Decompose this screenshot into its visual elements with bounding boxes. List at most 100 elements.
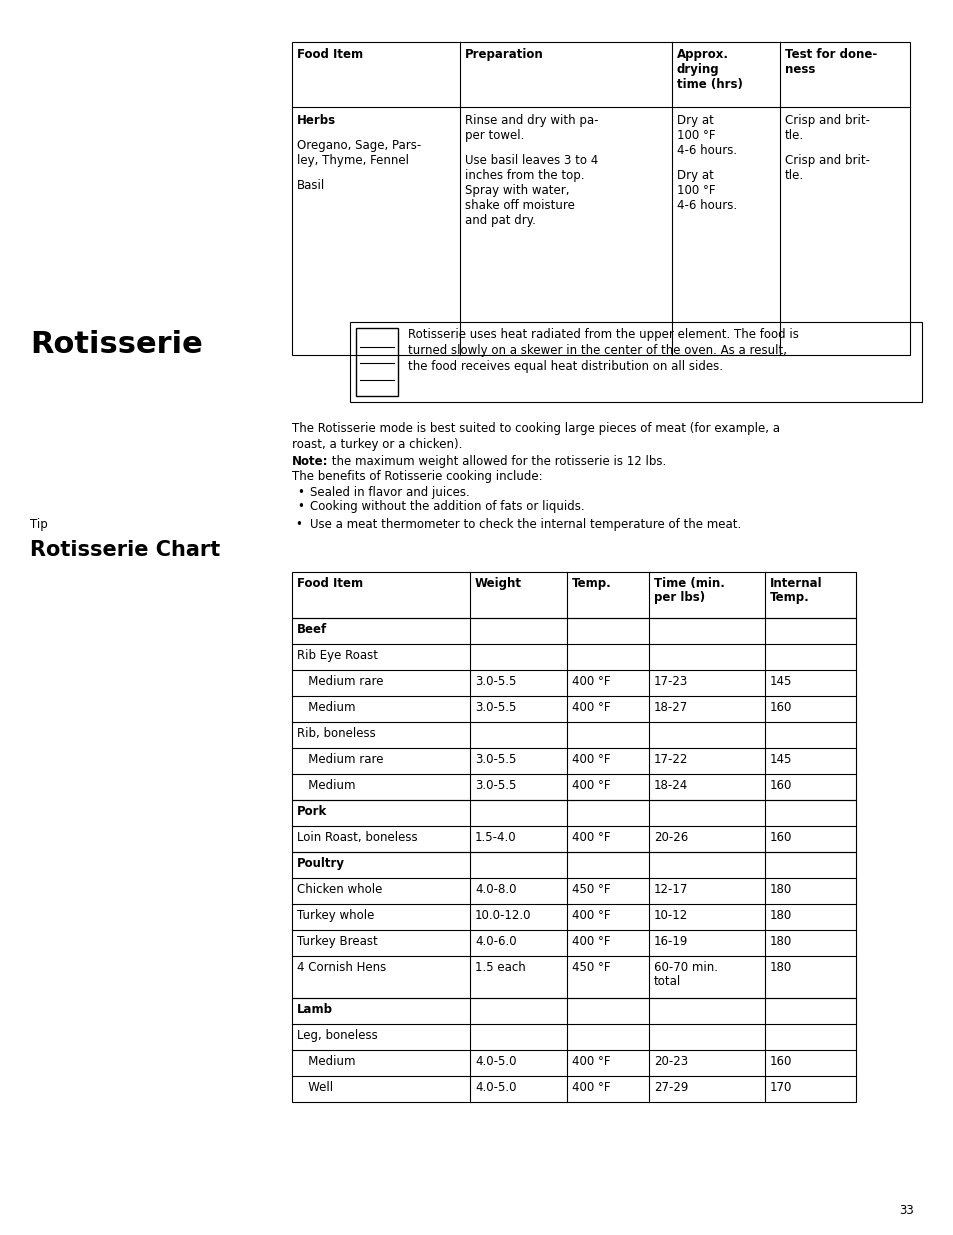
Text: and pat dry.: and pat dry.	[464, 214, 536, 227]
Bar	[292, 998, 855, 1102]
Text: tle.: tle.	[784, 169, 803, 182]
Text: Turkey whole: Turkey whole	[296, 909, 374, 923]
Text: Rib, boneless: Rib, boneless	[296, 727, 375, 740]
Text: Rotisserie uses heat radiated from the upper element. The food is: Rotisserie uses heat radiated from the u…	[408, 329, 798, 341]
Text: 100 °F: 100 °F	[677, 128, 715, 142]
Text: Medium: Medium	[296, 779, 355, 792]
Text: Poultry: Poultry	[296, 857, 345, 869]
Text: 4.0-5.0: 4.0-5.0	[475, 1055, 516, 1068]
Text: Rib Eye Roast: Rib Eye Roast	[296, 650, 377, 662]
Text: 12-17: 12-17	[654, 883, 688, 897]
Text: 145: 145	[769, 753, 792, 766]
Text: the maximum weight allowed for the rotisserie is 12 lbs.: the maximum weight allowed for the rotis…	[328, 454, 665, 468]
Text: per lbs): per lbs)	[654, 592, 704, 604]
Text: 450 °F: 450 °F	[572, 883, 610, 897]
Text: 18-24: 18-24	[654, 779, 687, 792]
Text: 160: 160	[769, 779, 792, 792]
Text: Use basil leaves 3 to 4: Use basil leaves 3 to 4	[464, 154, 598, 167]
Text: Food Item: Food Item	[296, 48, 363, 61]
Text: •: •	[296, 487, 304, 499]
Text: Medium: Medium	[296, 1055, 355, 1068]
Text: Temp.: Temp.	[572, 577, 611, 590]
Text: Rotisserie: Rotisserie	[30, 330, 203, 359]
Text: 400 °F: 400 °F	[572, 831, 610, 844]
Text: Sealed in flavor and juices.: Sealed in flavor and juices.	[310, 487, 469, 499]
Bar	[292, 42, 909, 354]
Text: Rinse and dry with pa-: Rinse and dry with pa-	[464, 114, 598, 127]
Bar	[350, 322, 921, 403]
Bar	[292, 852, 855, 998]
Text: Medium: Medium	[296, 701, 355, 714]
Text: 100 °F: 100 °F	[677, 184, 715, 198]
Text: •: •	[296, 500, 304, 513]
Text: Crisp and brit-: Crisp and brit-	[784, 114, 869, 127]
Text: 3.0-5.5: 3.0-5.5	[475, 779, 516, 792]
Text: Herbs: Herbs	[296, 114, 335, 127]
Text: 3.0-5.5: 3.0-5.5	[475, 753, 516, 766]
Text: Turkey Breast: Turkey Breast	[296, 935, 377, 948]
Text: 27-29: 27-29	[654, 1081, 688, 1094]
Text: The Rotisserie mode is best suited to cooking large pieces of meat (for example,: The Rotisserie mode is best suited to co…	[292, 422, 780, 435]
Text: Chicken whole: Chicken whole	[296, 883, 382, 897]
Text: shake off moisture: shake off moisture	[464, 199, 575, 212]
Text: Temp.: Temp.	[769, 592, 809, 604]
Text: Crisp and brit-: Crisp and brit-	[784, 154, 869, 167]
Bar	[292, 572, 855, 618]
Text: 4.0-5.0: 4.0-5.0	[475, 1081, 516, 1094]
Text: 33: 33	[899, 1204, 913, 1216]
Text: 400 °F: 400 °F	[572, 1081, 610, 1094]
Text: 10.0-12.0: 10.0-12.0	[475, 909, 531, 923]
Text: 400 °F: 400 °F	[572, 1055, 610, 1068]
Text: 16-19: 16-19	[654, 935, 688, 948]
Text: 3.0-5.5: 3.0-5.5	[475, 701, 516, 714]
Text: The benefits of Rotisserie cooking include:: The benefits of Rotisserie cooking inclu…	[292, 471, 542, 483]
Text: per towel.: per towel.	[464, 128, 524, 142]
Bar	[355, 329, 397, 396]
Text: Medium rare: Medium rare	[296, 753, 383, 766]
Text: 160: 160	[769, 701, 792, 714]
Text: 400 °F: 400 °F	[572, 676, 610, 688]
Text: 20-23: 20-23	[654, 1055, 687, 1068]
Text: 1.5-4.0: 1.5-4.0	[475, 831, 517, 844]
Text: the food receives equal heat distribution on all sides.: the food receives equal heat distributio…	[408, 359, 722, 373]
Text: 1.5 each: 1.5 each	[475, 961, 525, 974]
Text: Internal: Internal	[769, 577, 821, 590]
Text: total: total	[654, 974, 680, 988]
Text: 4-6 hours.: 4-6 hours.	[677, 144, 737, 157]
Text: 400 °F: 400 °F	[572, 779, 610, 792]
Text: 450 °F: 450 °F	[572, 961, 610, 974]
Text: Note:: Note:	[292, 454, 328, 468]
Text: 170: 170	[769, 1081, 792, 1094]
Text: tle.: tle.	[784, 128, 803, 142]
Text: 10-12: 10-12	[654, 909, 687, 923]
Text: 3.0-5.5: 3.0-5.5	[475, 676, 516, 688]
Text: Test for done-
ness: Test for done- ness	[784, 48, 877, 77]
Text: Dry at: Dry at	[677, 114, 713, 127]
Text: 180: 180	[769, 935, 791, 948]
Text: Preparation: Preparation	[464, 48, 543, 61]
Text: ley, Thyme, Fennel: ley, Thyme, Fennel	[296, 154, 409, 167]
Text: 4.0-6.0: 4.0-6.0	[475, 935, 517, 948]
Text: Rotisserie Chart: Rotisserie Chart	[30, 540, 220, 559]
Text: 400 °F: 400 °F	[572, 935, 610, 948]
Text: 20-26: 20-26	[654, 831, 687, 844]
Text: 400 °F: 400 °F	[572, 909, 610, 923]
Text: 17-22: 17-22	[654, 753, 688, 766]
Text: 180: 180	[769, 961, 791, 974]
Text: Approx.
drying
time (hrs): Approx. drying time (hrs)	[677, 48, 742, 91]
Text: Dry at: Dry at	[677, 169, 713, 182]
Text: Loin Roast, boneless: Loin Roast, boneless	[296, 831, 417, 844]
Text: turned slowly on a skewer in the center of the oven. As a result,: turned slowly on a skewer in the center …	[408, 345, 786, 357]
Text: 400 °F: 400 °F	[572, 753, 610, 766]
Bar	[292, 618, 855, 800]
Bar	[292, 800, 855, 852]
Text: Oregano, Sage, Pars-: Oregano, Sage, Pars-	[296, 140, 421, 152]
Text: 160: 160	[769, 831, 792, 844]
Text: Basil: Basil	[296, 179, 325, 191]
Text: inches from the top.: inches from the top.	[464, 169, 584, 182]
Text: •: •	[294, 517, 301, 531]
Text: Spray with water,: Spray with water,	[464, 184, 569, 198]
Text: 400 °F: 400 °F	[572, 701, 610, 714]
Text: Pork: Pork	[296, 805, 327, 818]
Text: Use a meat thermometer to check the internal temperature of the meat.: Use a meat thermometer to check the inte…	[310, 517, 740, 531]
